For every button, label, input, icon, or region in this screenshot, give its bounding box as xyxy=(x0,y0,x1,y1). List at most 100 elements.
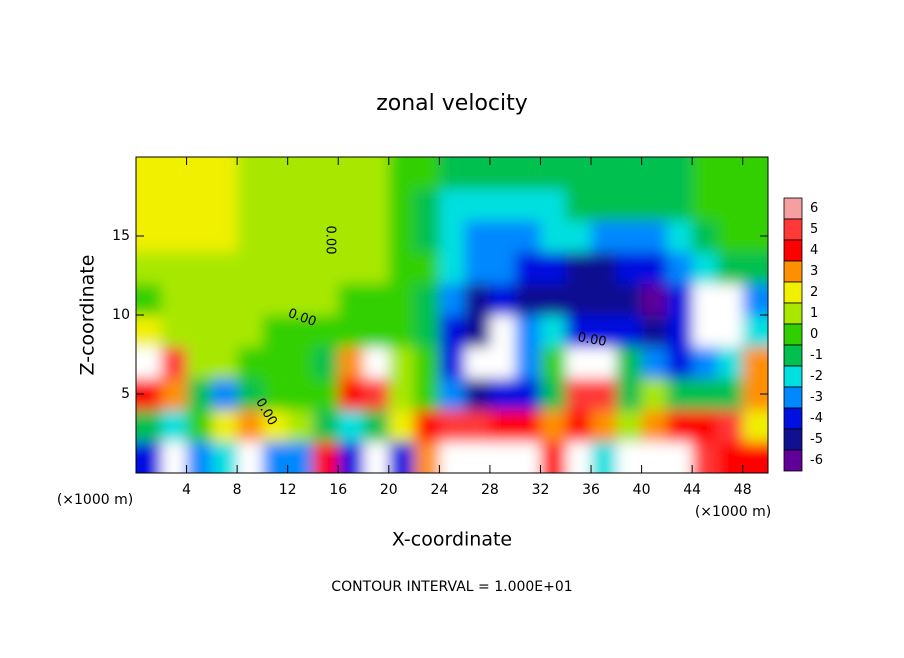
cell xyxy=(338,346,365,379)
cell xyxy=(666,220,693,253)
cell xyxy=(363,251,390,284)
y-tick-label: 10 xyxy=(112,307,130,323)
cell xyxy=(591,220,617,253)
cell xyxy=(161,283,188,316)
cell xyxy=(186,251,213,284)
colorbar-box xyxy=(783,365,803,388)
cell xyxy=(742,283,768,316)
x-tick-label: 16 xyxy=(329,482,347,498)
cell xyxy=(692,378,718,411)
cell xyxy=(692,251,718,284)
cell xyxy=(515,251,541,284)
cell xyxy=(717,188,744,221)
cell xyxy=(565,220,592,253)
cell xyxy=(388,283,415,316)
cell xyxy=(489,220,516,253)
cell xyxy=(211,315,238,348)
cell xyxy=(287,220,314,253)
cell xyxy=(591,251,617,284)
colorbar-box xyxy=(783,302,803,325)
cell xyxy=(641,346,668,379)
cell xyxy=(211,441,238,473)
cell xyxy=(287,315,314,348)
colorbar-label: 3 xyxy=(810,264,818,279)
cell xyxy=(388,157,415,190)
colorbar-label: 1 xyxy=(810,306,818,321)
cell xyxy=(591,346,617,379)
cell xyxy=(591,409,617,442)
x-tick-label: 24 xyxy=(430,482,448,498)
cell xyxy=(666,188,693,221)
cell xyxy=(717,441,744,473)
cell xyxy=(287,441,314,473)
cell xyxy=(211,378,238,411)
cell xyxy=(489,441,516,473)
cell xyxy=(540,315,567,348)
cell xyxy=(565,251,592,284)
cell xyxy=(262,283,289,316)
cell xyxy=(161,346,188,379)
cell xyxy=(616,157,643,190)
cell xyxy=(312,220,339,253)
cell xyxy=(363,378,390,411)
cell xyxy=(641,441,668,473)
cell xyxy=(287,251,314,284)
cell xyxy=(136,346,162,379)
cell xyxy=(262,157,289,190)
cell xyxy=(666,409,693,442)
cell xyxy=(591,315,617,348)
x-axis-label: X-coordinate xyxy=(392,529,512,551)
cell xyxy=(540,283,567,316)
cell xyxy=(211,220,238,253)
cell xyxy=(262,220,289,253)
cell xyxy=(717,251,744,284)
cell xyxy=(464,378,491,411)
cell xyxy=(186,346,213,379)
cell xyxy=(591,157,617,190)
cell xyxy=(363,188,390,221)
colorbar-box xyxy=(783,407,803,430)
cell xyxy=(136,315,162,348)
colorbar-box xyxy=(783,218,803,241)
cell xyxy=(515,315,541,348)
cell xyxy=(338,441,365,473)
cell xyxy=(237,283,263,316)
cell xyxy=(717,378,744,411)
cell xyxy=(287,378,314,411)
cell xyxy=(742,409,768,442)
cell xyxy=(363,283,390,316)
cell xyxy=(186,315,213,348)
cell xyxy=(540,157,567,190)
cell xyxy=(161,157,188,190)
cell xyxy=(136,409,162,442)
cell xyxy=(489,188,516,221)
cell xyxy=(692,441,718,473)
cell xyxy=(616,188,643,221)
cell xyxy=(414,441,440,473)
cell xyxy=(439,157,466,190)
cell xyxy=(136,251,162,284)
cell xyxy=(464,315,491,348)
cell xyxy=(616,409,643,442)
cell xyxy=(136,188,162,221)
cell xyxy=(439,315,466,348)
colorbar-label: 5 xyxy=(810,222,818,237)
cell xyxy=(186,157,213,190)
chart-title: zonal velocity xyxy=(376,91,528,116)
cell xyxy=(237,378,263,411)
colorbar-label: 2 xyxy=(810,285,818,300)
colorbar-box xyxy=(783,344,803,367)
cell xyxy=(439,220,466,253)
cell xyxy=(388,220,415,253)
x-tick-label: 8 xyxy=(233,482,242,498)
cell xyxy=(287,188,314,221)
cell xyxy=(489,315,516,348)
cell xyxy=(489,378,516,411)
cell xyxy=(692,220,718,253)
cell xyxy=(540,188,567,221)
cell xyxy=(616,441,643,473)
footer-note: CONTOUR INTERVAL = 1.000E+01 xyxy=(331,579,572,595)
cell xyxy=(692,346,718,379)
cell xyxy=(540,409,567,442)
